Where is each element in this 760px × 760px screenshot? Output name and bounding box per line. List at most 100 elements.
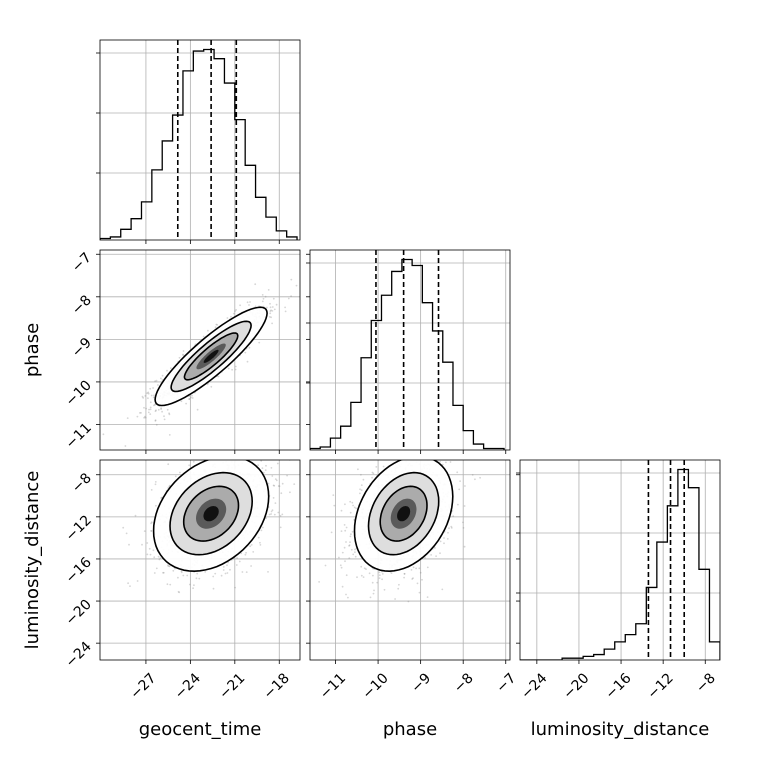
sample-point (261, 300, 264, 303)
ytick-label-phase-4: −7 (69, 250, 95, 276)
sample-point (198, 577, 201, 580)
sample-point (260, 529, 263, 532)
sample-point (155, 409, 157, 412)
sample-point (354, 551, 356, 554)
sample-point (147, 391, 150, 394)
sample-point (149, 553, 152, 556)
sample-point (344, 529, 347, 532)
sample-point (182, 350, 185, 352)
sample-point (144, 416, 147, 419)
sample-point (161, 379, 164, 381)
sample-point (430, 554, 432, 556)
sample-point (295, 284, 298, 287)
sample-point (191, 397, 194, 399)
sample-point (168, 413, 171, 416)
ylabel-luminosity-distance: luminosity_distance (22, 471, 43, 650)
ytick-label-luminosity-distance-1: −20 (63, 597, 95, 629)
sample-point (275, 303, 278, 306)
contour-2 (182, 485, 240, 542)
sample-point (270, 316, 272, 319)
sample-point (227, 367, 230, 370)
sample-point (250, 565, 253, 567)
sample-point (247, 426, 249, 428)
sample-point (318, 581, 320, 583)
sample-point (422, 451, 424, 453)
sample-point (154, 419, 157, 422)
sample-point (157, 408, 160, 411)
sample-point (338, 556, 340, 559)
sample-point (268, 316, 271, 318)
sample-point (160, 408, 163, 410)
sample-point (411, 432, 413, 434)
sample-point (262, 471, 265, 474)
sample-point (212, 587, 215, 590)
sample-point (272, 497, 275, 499)
sample-point (356, 576, 358, 579)
sample-point (269, 306, 272, 309)
sample-point (260, 460, 263, 462)
sample-point (182, 354, 185, 357)
xlabel-phase: phase (383, 719, 437, 740)
sample-point (224, 572, 227, 575)
sample-point (154, 380, 157, 383)
sample-point (345, 593, 347, 596)
sample-point (257, 464, 259, 467)
sample-point (217, 375, 220, 378)
sample-point (272, 297, 275, 300)
sample-point (349, 535, 352, 538)
sample-point (403, 572, 406, 575)
sample-point (233, 452, 235, 454)
sample-point (124, 445, 127, 447)
sample-point (459, 480, 461, 482)
sample-point (222, 569, 225, 571)
sample-point (154, 481, 157, 483)
sample-point (144, 415, 146, 418)
sample-point (396, 446, 398, 448)
sample-point (268, 513, 271, 516)
sample-point (447, 451, 449, 453)
sample-point (434, 547, 436, 549)
sample-point (141, 543, 143, 546)
sample-point (415, 567, 417, 570)
sample-point (251, 435, 253, 437)
sample-point (245, 571, 248, 573)
sample-point (125, 532, 128, 535)
sample-point (464, 485, 466, 487)
sample-point (229, 568, 231, 571)
sample-point (350, 533, 352, 536)
sample-point (412, 566, 415, 569)
sample-point (158, 558, 161, 561)
sample-point (234, 310, 236, 312)
sample-point (150, 521, 153, 524)
sample-point (102, 433, 105, 436)
sample-point (152, 549, 155, 552)
sample-point (441, 463, 444, 466)
sample-point (140, 412, 142, 414)
sample-point (447, 531, 449, 534)
sample-point (180, 571, 183, 574)
sample-point (166, 408, 169, 411)
sample-point (340, 509, 343, 512)
sample-point (239, 304, 242, 307)
sample-point (234, 368, 237, 371)
sample-point (255, 452, 257, 454)
sample-point (122, 526, 125, 529)
sample-point (177, 576, 179, 579)
sample-point (227, 439, 229, 441)
sample-point (381, 573, 384, 575)
sample-point (270, 309, 272, 312)
sample-point (143, 416, 146, 419)
sample-point (355, 507, 357, 510)
sample-point (169, 583, 172, 586)
sample-point (258, 341, 261, 344)
sample-point (439, 455, 441, 457)
sample-point (429, 452, 431, 454)
sample-point (274, 502, 277, 504)
sample-point (452, 515, 455, 518)
hist-geocent-time (100, 48, 298, 240)
sample-point (281, 482, 284, 485)
xtick-label-luminosity-distance-3: −12 (645, 670, 677, 702)
xtick-label-phase-1: −10 (359, 670, 391, 702)
sample-point (246, 301, 249, 304)
sample-point (354, 548, 356, 551)
